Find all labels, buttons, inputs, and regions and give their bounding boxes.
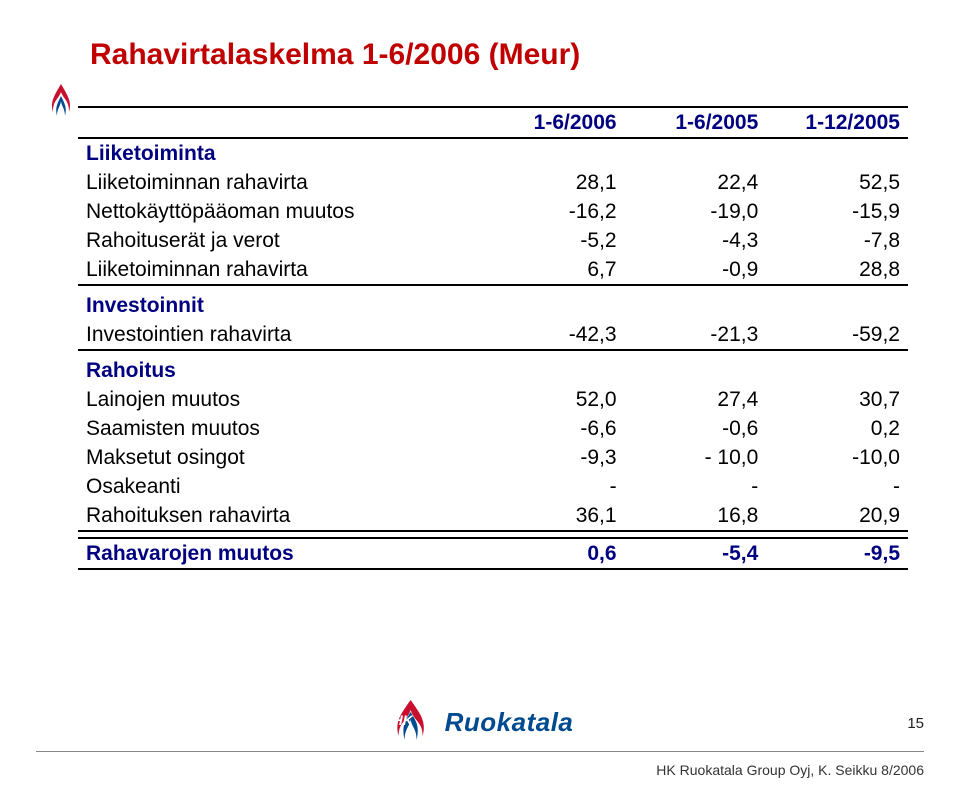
cell-value: 0,2: [766, 414, 908, 443]
row-label: Rahoituserät ja verot: [78, 226, 483, 255]
row-label: Rahoitus: [78, 356, 483, 385]
table-row: Rahavarojen muutos0,6-5,4-9,5: [78, 538, 908, 569]
cell-value: 27,4: [625, 385, 767, 414]
cell-value: -: [625, 472, 767, 501]
row-label: Rahavarojen muutos: [78, 538, 483, 569]
cell-value: -59,2: [766, 320, 908, 350]
table-row: Osakeanti---: [78, 472, 908, 501]
cell-value: [483, 291, 625, 320]
cell-value: -21,3: [625, 320, 767, 350]
table-row: Liiketoiminnan rahavirta6,7-0,928,8: [78, 255, 908, 285]
cell-value: -9,5: [766, 538, 908, 569]
logo-flame-icon: HK: [387, 698, 435, 746]
footer-credit: HK Ruokatala Group Oyj, K. Seikku 8/2006: [656, 762, 924, 778]
table-row: Liiketoiminnan rahavirta28,122,452,5: [78, 168, 908, 197]
cell-value: -0,9: [625, 255, 767, 285]
cell-value: -: [483, 472, 625, 501]
cell-value: -5,2: [483, 226, 625, 255]
row-label: Nettokäyttöpääoman muutos: [78, 197, 483, 226]
cell-value: 28,1: [483, 168, 625, 197]
cell-value: 0,6: [483, 538, 625, 569]
cell-value: 28,8: [766, 255, 908, 285]
cell-value: 16,8: [625, 501, 767, 531]
row-label: Investointien rahavirta: [78, 320, 483, 350]
cell-value: [483, 356, 625, 385]
col-head: 1-6/2005: [625, 107, 767, 138]
cell-value: -16,2: [483, 197, 625, 226]
cell-value: -9,3: [483, 443, 625, 472]
row-label: Liiketoiminnan rahavirta: [78, 168, 483, 197]
cell-value: -7,8: [766, 226, 908, 255]
row-label: Osakeanti: [78, 472, 483, 501]
footer-divider: [36, 751, 924, 752]
table-row: Nettokäyttöpääoman muutos-16,2-19,0-15,9: [78, 197, 908, 226]
slide: Rahavirtalaskelma 1-6/2006 (Meur) 1-6/20…: [0, 0, 960, 792]
cell-value: 30,7: [766, 385, 908, 414]
cell-value: [625, 138, 767, 168]
cell-value: [625, 356, 767, 385]
table-row: Lainojen muutos52,027,430,7: [78, 385, 908, 414]
row-label: Liiketoiminta: [78, 138, 483, 168]
row-label: Lainojen muutos: [78, 385, 483, 414]
col-head: 1-12/2005: [766, 107, 908, 138]
table-row: Rahoituksen rahavirta36,116,820,9: [78, 501, 908, 531]
cell-value: -42,3: [483, 320, 625, 350]
col-head: 1-6/2006: [483, 107, 625, 138]
cell-value: 52,0: [483, 385, 625, 414]
cell-value: [766, 356, 908, 385]
cell-value: -0,6: [625, 414, 767, 443]
row-label: Maksetut osingot: [78, 443, 483, 472]
cell-value: [625, 291, 767, 320]
row-label: Rahoituksen rahavirta: [78, 501, 483, 531]
flame-icon: [46, 82, 76, 124]
cell-value: -4,3: [625, 226, 767, 255]
logo-wordmark: Ruokatala: [445, 707, 574, 738]
logo-hk-text: HK: [393, 712, 413, 728]
cell-value: -: [766, 472, 908, 501]
cell-value: 52,5: [766, 168, 908, 197]
cell-value: - 10,0: [625, 443, 767, 472]
cell-value: -6,6: [483, 414, 625, 443]
section-row: Liiketoiminta: [78, 138, 908, 168]
table-header-row: 1-6/2006 1-6/2005 1-12/2005: [78, 107, 908, 138]
table-row: Saamisten muutos-6,6-0,60,2: [78, 414, 908, 443]
cell-value: -10,0: [766, 443, 908, 472]
cell-value: [766, 291, 908, 320]
section-row: Rahoitus: [78, 356, 908, 385]
section-row: Investoinnit: [78, 291, 908, 320]
cashflow-table: 1-6/2006 1-6/2005 1-12/2005 Liiketoimint…: [78, 106, 908, 570]
table-row: Investointien rahavirta-42,3-21,3-59,2: [78, 320, 908, 350]
cell-value: -5,4: [625, 538, 767, 569]
page-number: 15: [907, 715, 924, 732]
cell-value: -19,0: [625, 197, 767, 226]
table-row: Rahoituserät ja verot-5,2-4,3-7,8: [78, 226, 908, 255]
row-label: Liiketoiminnan rahavirta: [78, 255, 483, 285]
cell-value: [483, 138, 625, 168]
row-label: Saamisten muutos: [78, 414, 483, 443]
cell-value: 6,7: [483, 255, 625, 285]
cell-value: [766, 138, 908, 168]
table-row: Maksetut osingot-9,3- 10,0-10,0: [78, 443, 908, 472]
row-label: Investoinnit: [78, 291, 483, 320]
cell-value: 20,9: [766, 501, 908, 531]
cell-value: 36,1: [483, 501, 625, 531]
cell-value: -15,9: [766, 197, 908, 226]
page-title: Rahavirtalaskelma 1-6/2006 (Meur): [90, 38, 904, 72]
cell-value: 22,4: [625, 168, 767, 197]
hk-ruokatala-logo: HK Ruokatala: [387, 698, 574, 746]
